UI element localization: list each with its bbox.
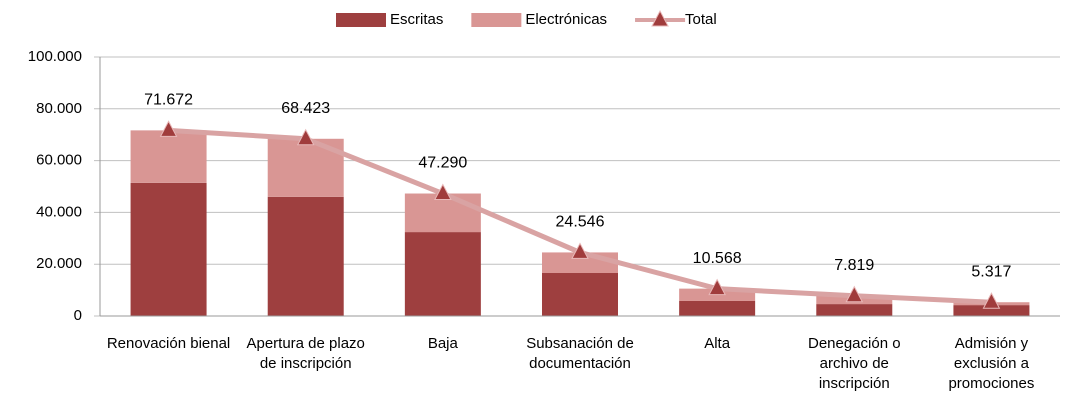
x-tick-label: Subsanación de documentación [526,335,634,372]
y-tick-label: 40.000 [36,203,82,220]
data-label: 68.423 [281,100,330,117]
bar-segment [816,304,893,316]
legend-swatch [471,13,522,27]
legend-swatch [336,13,386,27]
x-tick-label: Renovación bienal [106,335,231,352]
data-label: 24.546 [556,214,605,231]
data-label: 5.317 [971,263,1011,280]
x-tick-label: Baja [427,335,458,352]
total-marker [845,285,864,303]
y-tick-label: 80.000 [36,100,82,117]
y-tick-label: 0 [74,307,82,324]
bar-segment [130,182,207,316]
y-tick-label: 60.000 [36,152,82,169]
total-marker [982,292,1001,309]
x-tick-label: Denegación o archivo de inscripción [807,335,901,392]
bar-segment [267,196,344,316]
total-marker [434,183,452,201]
bar-segment [542,273,618,316]
legend-label: Total [685,11,717,28]
legend-label: Electrónicas [525,11,607,28]
data-label: 71.672 [144,92,193,109]
total-marker [159,120,178,137]
x-tick-label: Alta [704,335,731,352]
legend-label: Escritas [390,11,443,28]
bar-segment [404,232,481,316]
x-tick-label: Apertura de plazo de inscripción [246,335,365,372]
total-marker [571,242,589,259]
bar-segment [679,300,756,316]
data-label: 47.290 [418,155,467,172]
y-tick-label: 20.000 [36,255,82,272]
data-label: 7.819 [834,257,874,274]
data-label: 10.568 [693,250,742,267]
bar-segment [953,305,1030,316]
x-tick-label: Admisión y exclusión a promociones [948,335,1035,392]
total-marker [296,128,315,146]
y-tick-label: 100.000 [28,48,82,65]
bar-segment [130,130,207,183]
legend-marker [651,9,669,27]
total-marker [708,278,726,296]
